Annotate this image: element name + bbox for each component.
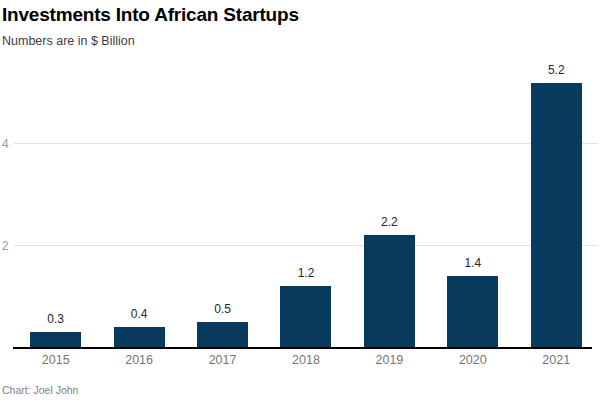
y-axis-tick-label: 4 [2, 138, 9, 150]
chart-title: Investments Into African Startups [2, 4, 299, 26]
bar [197, 322, 248, 347]
bar-value-label: 2.2 [381, 215, 398, 229]
bar-value-label: 0.5 [214, 302, 231, 316]
bars-layer: 0.3 0.4 0.5 1.2 2.2 1.4 5.2 [14, 60, 598, 347]
x-axis-tick-label: 2019 [348, 353, 431, 367]
bar-chart-plot: 24 0.30.40.51.22.21.45.2 [14, 60, 598, 347]
bar [280, 286, 331, 347]
bar [30, 332, 81, 347]
chart-credit: Chart: Joel John [2, 384, 78, 396]
x-axis-tick-label: 2020 [431, 353, 514, 367]
x-axis-tick-label: 2017 [181, 353, 264, 367]
bar-group: 5.2 [515, 60, 598, 347]
x-axis-line [13, 347, 592, 349]
x-axis-tick-label: 2018 [264, 353, 347, 367]
bar [364, 235, 415, 347]
chart-subtitle: Numbers are in $ Billion [2, 34, 135, 48]
x-axis-tick-label: 2016 [97, 353, 180, 367]
bar-group: 0.3 [14, 60, 97, 347]
bar-group: 1.2 [264, 60, 347, 347]
bar-group: 2.2 [348, 60, 431, 347]
bar-value-label: 0.4 [131, 307, 148, 321]
bar-value-label: 1.2 [298, 266, 315, 280]
bar [114, 327, 165, 347]
x-axis-labels: 2015201620172018201920202021 [14, 353, 598, 367]
chart-card: Investments Into African Startups Number… [0, 0, 603, 409]
x-axis-tick-label: 2021 [515, 353, 598, 367]
y-axis-tick-label: 2 [2, 240, 9, 252]
bar-group: 0.5 [181, 60, 264, 347]
bar-value-label: 0.3 [47, 312, 64, 326]
bar-value-label: 1.4 [464, 256, 481, 270]
bar-value-label: 5.2 [548, 63, 565, 77]
bar-group: 1.4 [431, 60, 514, 347]
bar [531, 83, 582, 347]
x-axis-tick-label: 2015 [14, 353, 97, 367]
bar [447, 276, 498, 347]
bar-group: 0.4 [97, 60, 180, 347]
